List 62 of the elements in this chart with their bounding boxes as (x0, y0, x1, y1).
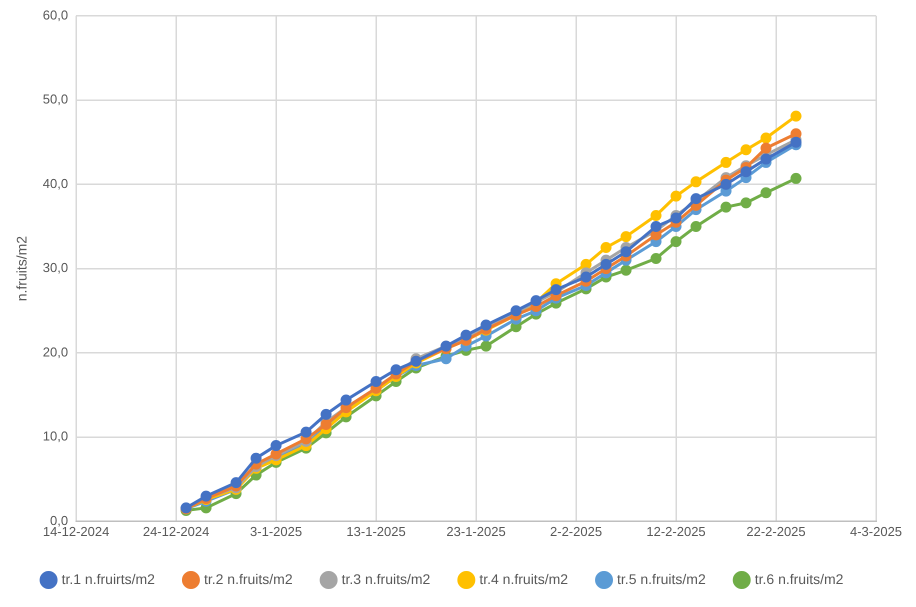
legend-label: tr.3 n.fruits/m2 (342, 570, 431, 587)
x-tick-label: 2-2-2025 (550, 524, 602, 539)
y-tick-label: 40,0 (42, 176, 68, 191)
point (300, 426, 312, 438)
point (480, 340, 492, 352)
point (670, 236, 682, 248)
y-tick-label: 10,0 (42, 428, 68, 444)
point (760, 132, 772, 144)
point (270, 440, 282, 452)
point (620, 246, 632, 258)
point (670, 190, 682, 202)
point (690, 193, 702, 204)
legend-label: tr.4 n.fruits/m2 (479, 570, 568, 587)
y-tick-label: 30,0 (42, 260, 68, 276)
point (480, 320, 492, 331)
point (320, 408, 332, 420)
x-tick-label: 13-1-2025 (346, 524, 406, 539)
legend-label: tr.5 n.fruits/m2 (617, 570, 706, 587)
y-axis-title: n.fruits/m2 (13, 236, 30, 302)
point (600, 242, 612, 254)
point (650, 210, 662, 222)
point (720, 156, 732, 168)
y-tick-label: 50,0 (42, 92, 68, 107)
x-tick-label: 4-3-2025 (850, 524, 902, 539)
x-tick-label: 24-12-2024 (142, 524, 210, 539)
point (760, 154, 772, 165)
point (690, 220, 702, 232)
point (650, 220, 662, 232)
y-tick-label: 20,0 (42, 344, 68, 360)
point (690, 176, 702, 188)
point (760, 187, 772, 198)
x-tick-label: 23-1-2025 (446, 524, 506, 539)
point (790, 172, 802, 184)
point (620, 264, 632, 276)
point (720, 202, 732, 213)
legend-label: tr.1 n.fruirts/m2 (62, 570, 156, 587)
x-tick-label: 12-2-2025 (646, 524, 706, 539)
point (550, 284, 562, 296)
point (230, 477, 242, 488)
point (740, 166, 752, 178)
point (650, 252, 662, 264)
point (790, 136, 802, 148)
point (460, 330, 472, 341)
point (760, 142, 772, 154)
x-tick-label: 22-2-2025 (746, 524, 806, 539)
point (340, 394, 352, 406)
point (370, 376, 382, 388)
point (740, 144, 752, 156)
legend-label: tr.6 n.fruits/m2 (754, 570, 844, 587)
point (600, 258, 612, 270)
point (250, 452, 262, 464)
point (790, 110, 802, 122)
point (390, 364, 402, 376)
point (740, 197, 752, 208)
point (580, 272, 592, 283)
point (320, 418, 332, 430)
legend-label: tr.2 n.fruits/m2 (204, 570, 293, 587)
point (670, 212, 682, 224)
y-tick-label: 60,0 (42, 7, 68, 22)
x-tick-label: 3-1-2025 (250, 524, 302, 539)
point (620, 231, 632, 242)
point (720, 178, 732, 190)
